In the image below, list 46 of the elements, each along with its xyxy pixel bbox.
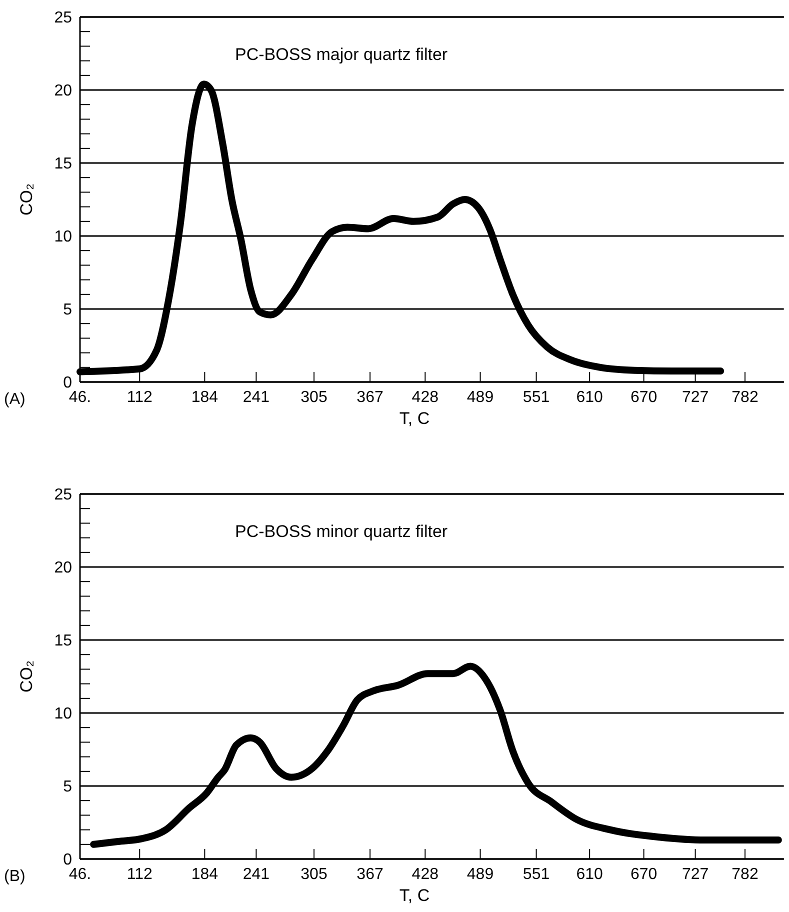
x-tick-label: 782 xyxy=(732,389,758,406)
y-axis-title: CO₂ xyxy=(17,660,36,693)
x-tick-label: 551 xyxy=(522,866,550,883)
x-tick-label: 428 xyxy=(412,389,439,406)
y-tick-label: 0 xyxy=(63,852,72,869)
x-tick-label: 241 xyxy=(242,866,270,883)
text: (B) xyxy=(4,868,26,885)
y-tick-label: 25 xyxy=(54,10,72,27)
text: (A) xyxy=(4,391,26,408)
x-tick-label: 727 xyxy=(682,389,709,406)
x-axis-title: T, C xyxy=(399,409,430,428)
y-tick-label: 10 xyxy=(54,706,72,723)
x-tick-label: 428 xyxy=(412,866,439,883)
text: PC-BOSS major quartz filter xyxy=(235,45,448,64)
x-tick-label: 670 xyxy=(630,389,658,406)
x-tick-label: 727 xyxy=(682,866,709,883)
y-tick-label: 5 xyxy=(63,778,72,796)
x-tick-label: 112 xyxy=(126,866,152,883)
x-tick-label: 489 xyxy=(466,389,494,406)
text: PC-BOSS minor quartz filter xyxy=(235,522,448,541)
x-tick-label: 782 xyxy=(732,866,758,883)
x-tick-label: 367 xyxy=(356,866,384,883)
x-tick-label: 112 xyxy=(126,389,152,406)
y-tick-label: 25 xyxy=(54,486,72,504)
x-tick-label: 241 xyxy=(242,389,270,406)
x-tick-label: 551 xyxy=(522,389,550,406)
y-tick-label: 15 xyxy=(54,156,72,173)
x-axis-title: T, C xyxy=(399,886,430,905)
x-tick-label: 46. xyxy=(68,389,92,406)
x-tick-label: 610 xyxy=(576,866,604,883)
y-tick-label: 10 xyxy=(54,228,72,246)
x-tick-label: 305 xyxy=(300,389,328,406)
y-tick-label: 0 xyxy=(63,374,72,392)
x-tick-label: 46. xyxy=(68,866,92,883)
y-tick-label: 20 xyxy=(54,560,72,577)
x-tick-label: 184 xyxy=(191,866,218,883)
x-tick-label: 184 xyxy=(191,389,218,406)
y-tick-label: 20 xyxy=(54,82,72,100)
x-tick-label: 489 xyxy=(466,866,494,883)
x-tick-label: 670 xyxy=(630,866,658,883)
x-tick-label: 305 xyxy=(300,866,328,883)
y-tick-label: 15 xyxy=(54,632,72,650)
y-axis-title: CO₂ xyxy=(17,183,36,216)
y-tick-label: 5 xyxy=(63,302,72,319)
x-tick-label: 367 xyxy=(356,389,384,406)
x-tick-label: 610 xyxy=(576,389,604,406)
